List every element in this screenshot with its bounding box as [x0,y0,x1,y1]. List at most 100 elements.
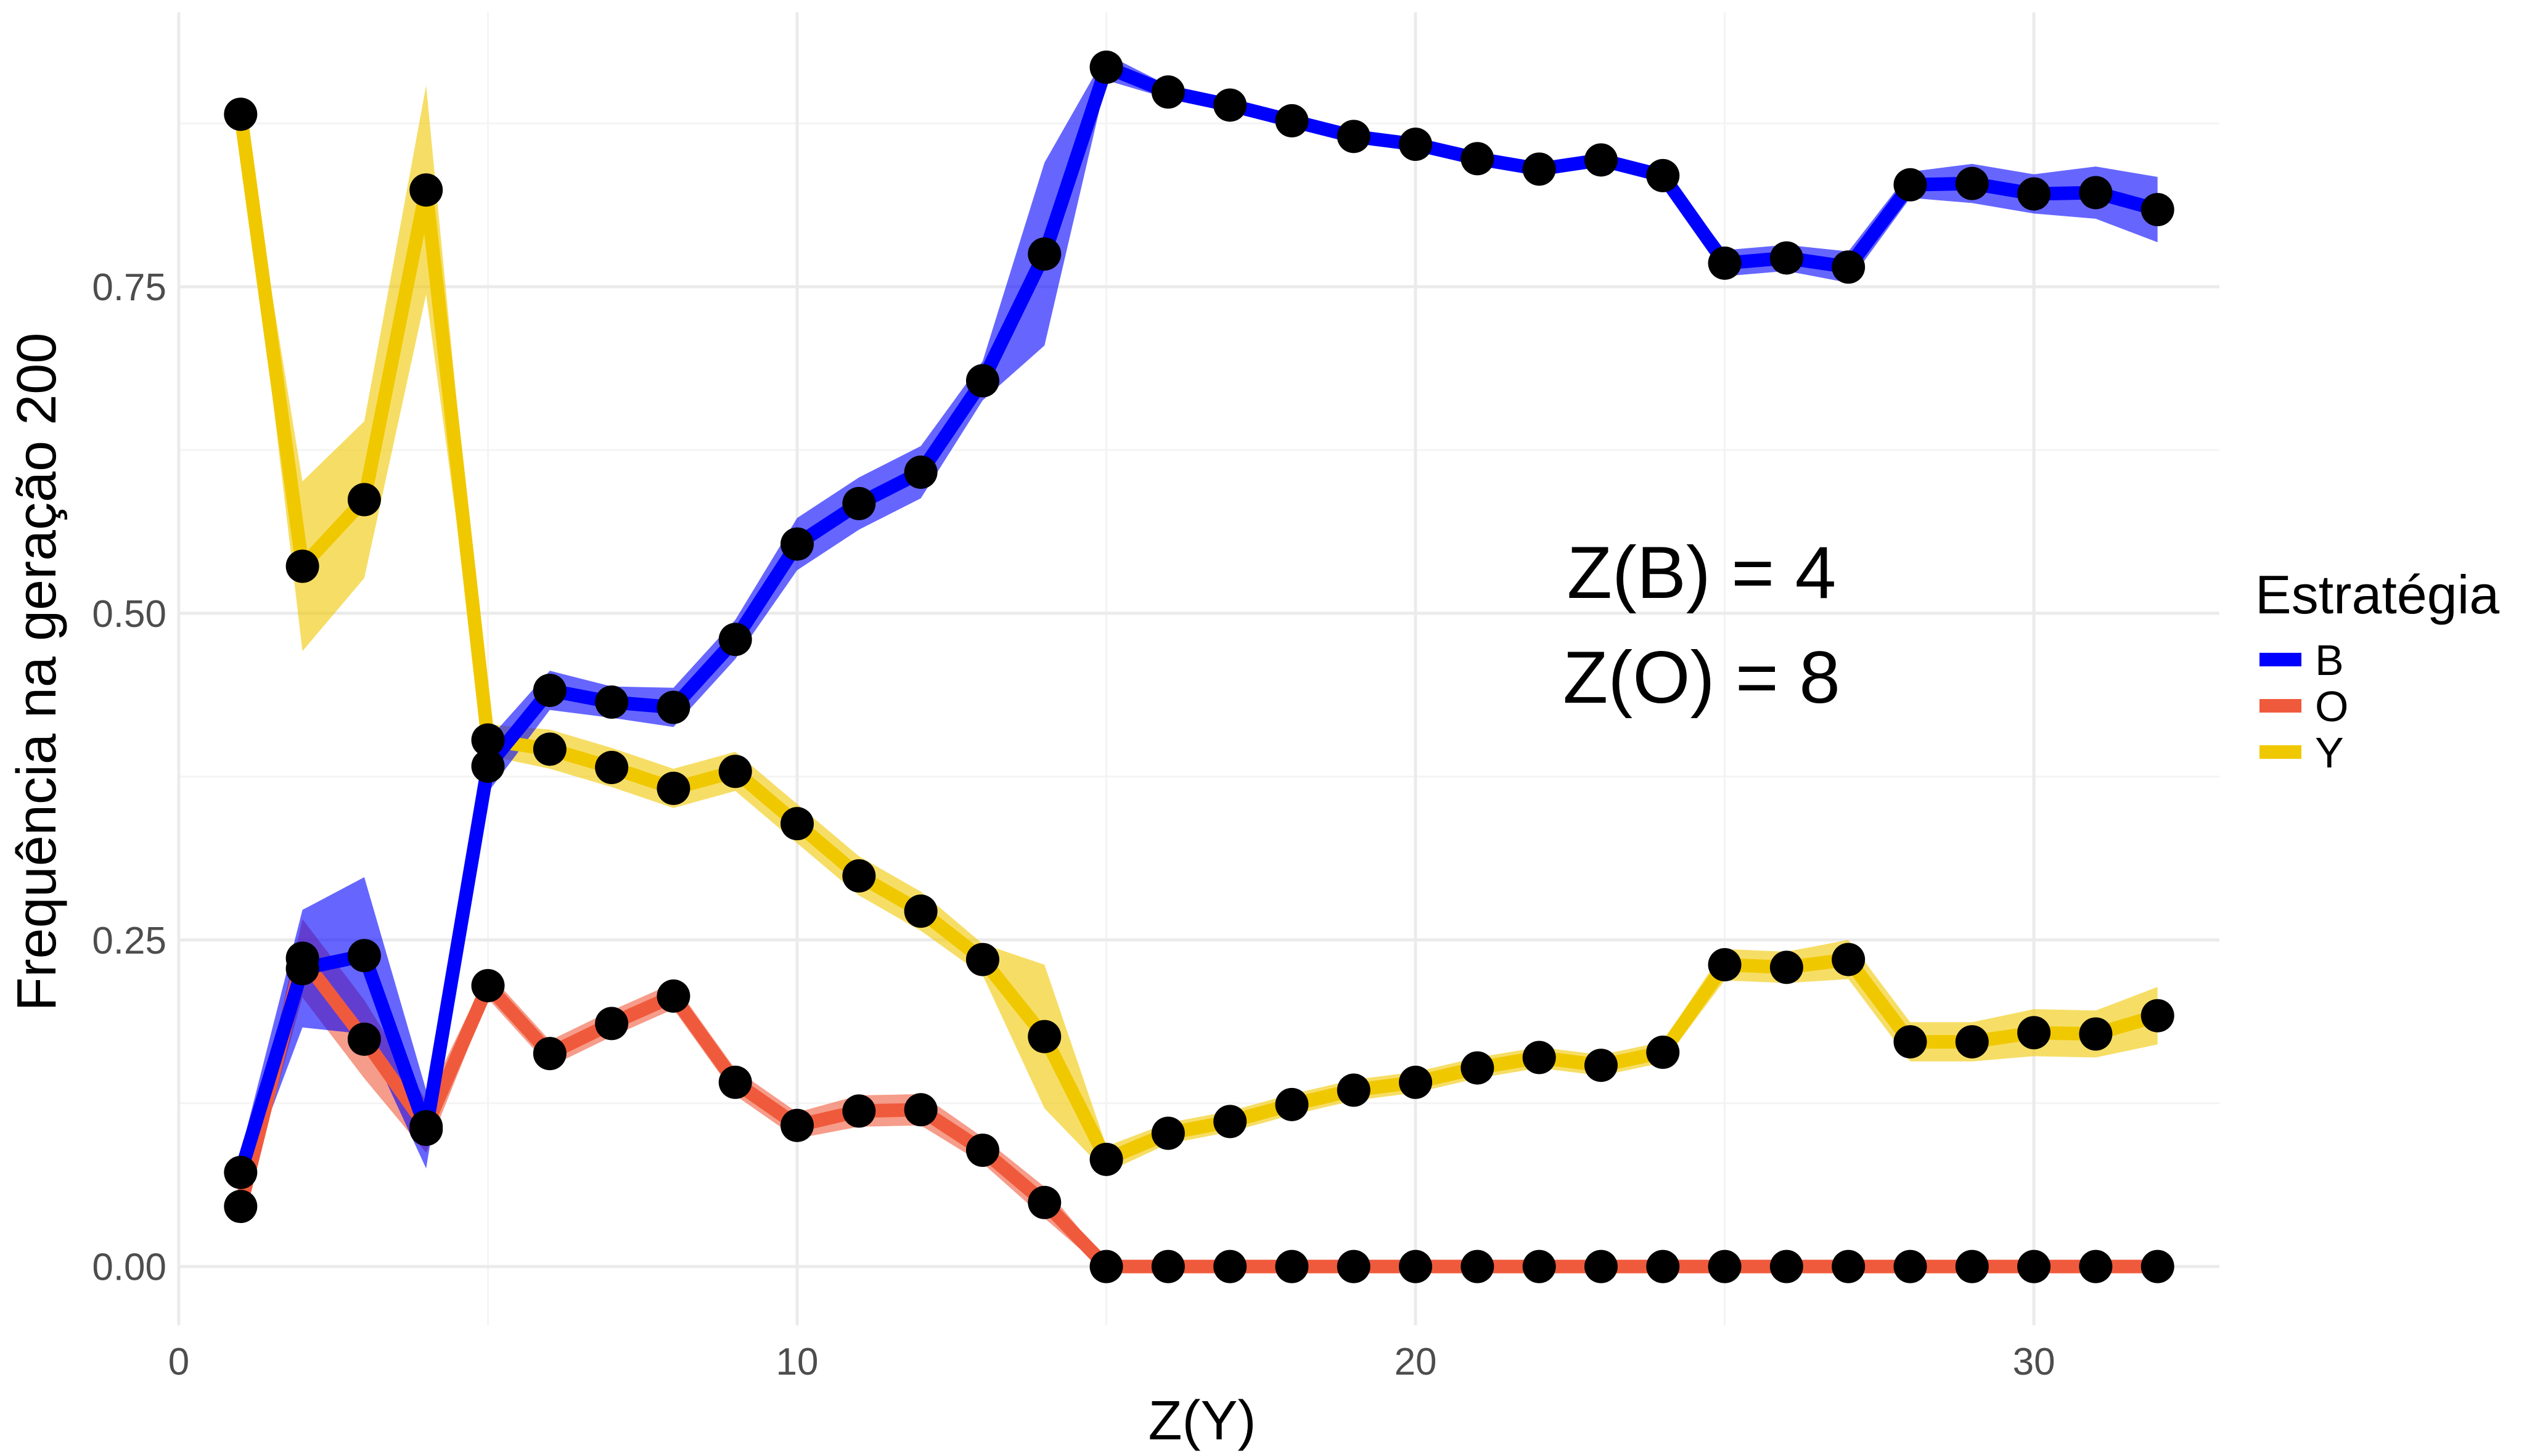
point-B [780,527,814,561]
point-Y [1399,1065,1433,1099]
point-O [780,1108,814,1142]
point-Y [718,755,752,788]
point-Y [1337,1073,1370,1107]
point-O [1522,1249,1556,1283]
point-B [965,364,999,398]
legend-label-Y: Y [2315,729,2344,777]
point-B [1832,250,1866,284]
point-Y [224,97,258,131]
point-Y [1769,951,1803,984]
point-Y [285,549,319,583]
point-O [657,979,690,1013]
legend-key-B [2259,653,2301,666]
point-B [409,1113,443,1147]
point-B [1646,158,1680,192]
point-B [1089,51,1123,84]
point-Y [657,771,690,805]
y-axis-title: Frequência na geração 200 [6,333,68,1012]
point-Y [904,894,938,928]
point-B [285,952,319,986]
point-B [1399,128,1433,162]
point-B [2079,176,2113,210]
point-O [842,1094,876,1128]
point-B [904,456,938,489]
point-Y [1213,1105,1247,1139]
point-Y [2079,1017,2113,1051]
point-B [1955,166,1989,200]
point-Y [965,943,999,976]
point-O [595,1007,629,1041]
legend: Estratégia BOY [2255,564,2499,777]
annotation-zo: Z(O) = 8 [1563,636,1840,719]
point-O [1213,1249,1247,1283]
point-B [718,623,752,656]
point-O [1399,1249,1433,1283]
point-Y [780,807,814,841]
point-B [1213,88,1247,122]
point-Y [2017,1016,2051,1050]
point-Y [1460,1051,1494,1085]
x-axis-ticks: 0 10 20 30 [168,1341,2055,1383]
point-B [1522,152,1556,186]
point-O [1460,1249,1494,1283]
point-B [533,673,567,707]
point-O [1584,1249,1618,1283]
point-Y [1151,1116,1185,1150]
point-O [224,1190,258,1224]
y-tick-label: 0.50 [92,593,166,636]
point-O [1832,1249,1866,1283]
point-O [1028,1185,1062,1219]
point-B [1584,143,1618,177]
point-B [1028,237,1062,271]
point-B [224,1156,258,1190]
point-B [1460,142,1494,176]
point-Y [533,732,567,766]
point-B [1893,168,1927,202]
grid [177,12,2219,1325]
point-O [1708,1249,1742,1283]
point-Y [1275,1087,1309,1121]
point-Y [1893,1025,1927,1059]
point-Y [1708,948,1742,982]
point-Y [1955,1025,1989,1059]
point-Y [1089,1142,1123,1176]
point-Y [595,751,629,785]
legend-label-B: B [2315,636,2344,684]
point-O [718,1065,752,1099]
point-B [2140,193,2174,227]
point-O [904,1093,938,1127]
point-O [347,1022,381,1056]
point-Y [347,483,381,517]
point-O [1089,1249,1123,1283]
point-O [471,968,505,1002]
point-O [2079,1249,2113,1283]
data-points [224,51,2174,1283]
point-B [1337,120,1370,153]
legend-key-Y [2259,745,2301,759]
legend-title: Estratégia [2255,564,2499,625]
point-O [1337,1249,1370,1283]
point-B [595,685,629,719]
point-B [842,486,876,520]
point-B [347,939,381,973]
point-O [2140,1249,2174,1283]
point-B [1275,104,1309,137]
x-tick-label: 20 [1395,1341,1437,1383]
point-B [657,690,690,724]
y-tick-label: 0.25 [92,920,166,962]
x-tick-label: 10 [776,1341,819,1383]
y-tick-label: 0.75 [92,266,166,309]
point-Y [1522,1041,1556,1074]
point-O [965,1134,999,1167]
point-Y [1584,1049,1618,1082]
point-Y [1646,1036,1680,1070]
point-Y [1832,943,1866,976]
point-O [1151,1249,1185,1283]
y-axis-ticks: 0.00 0.25 0.50 0.75 [92,266,166,1289]
point-O [1955,1249,1989,1283]
point-B [1151,75,1185,109]
x-tick-label: 0 [168,1341,189,1383]
point-Y [842,859,876,893]
point-B [1708,246,1742,280]
